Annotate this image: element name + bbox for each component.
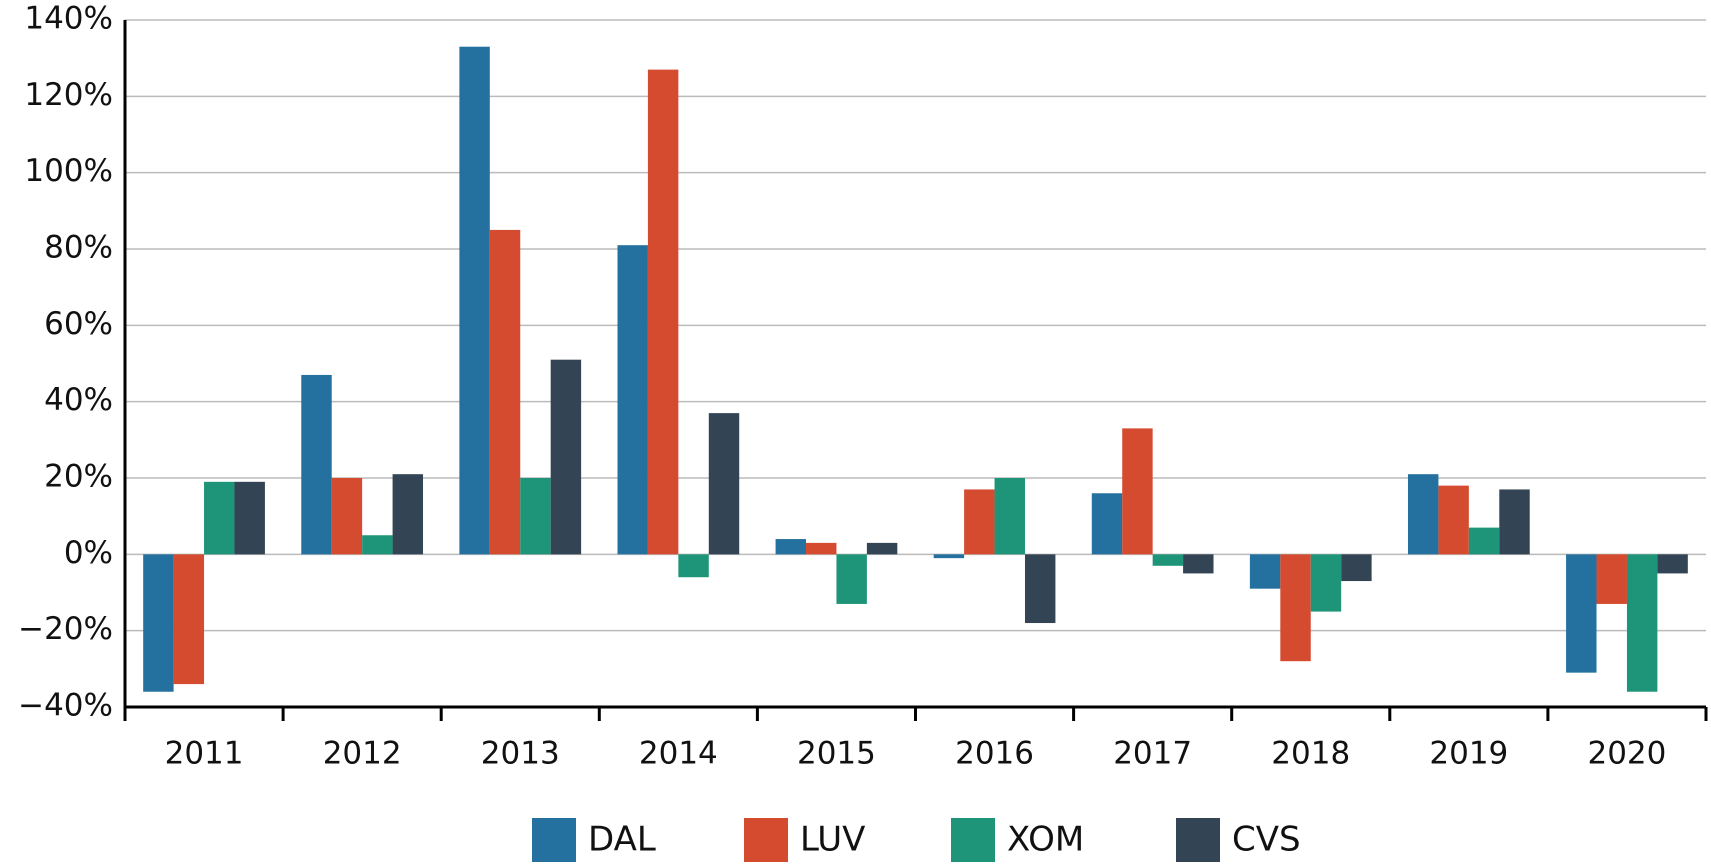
bar (234, 481, 265, 555)
y-tick-label: 140% (24, 1, 113, 37)
bar (708, 413, 740, 555)
bar (550, 359, 582, 555)
x-tick-label: 2011 (165, 736, 244, 772)
bar (331, 478, 363, 555)
bar (143, 554, 174, 692)
bar (1468, 527, 1500, 555)
bar (775, 539, 807, 555)
bar (1596, 554, 1627, 604)
bar (1341, 554, 1372, 582)
x-tick-label: 2019 (1429, 736, 1508, 772)
bar (806, 542, 837, 555)
legend-label: XOM (1007, 820, 1084, 860)
bar (933, 554, 965, 559)
y-tick-label: 0% (64, 535, 113, 571)
legend-swatch (951, 818, 995, 862)
bar (1280, 554, 1311, 662)
bar (964, 489, 995, 555)
bar (1152, 554, 1184, 566)
y-tick-label: −40% (18, 688, 113, 724)
x-tick-label: 2018 (1271, 736, 1350, 772)
bar (392, 474, 424, 555)
y-tick-label: 60% (44, 306, 113, 342)
legend-label: DAL (588, 820, 656, 860)
bar (489, 229, 521, 555)
legend-label: LUV (800, 820, 865, 860)
legend-swatch (532, 818, 576, 862)
bar (1657, 554, 1688, 574)
y-tick-label: 120% (24, 77, 113, 113)
bar (1122, 428, 1153, 555)
bar (1407, 474, 1439, 555)
bar (678, 554, 709, 578)
x-tick-label: 2017 (1113, 736, 1192, 772)
legend-swatch (1176, 818, 1220, 862)
legend-swatch (744, 818, 788, 862)
bar (1310, 554, 1342, 612)
y-tick-label: 100% (24, 153, 113, 189)
x-tick-label: 2014 (639, 736, 718, 772)
bar (647, 69, 679, 555)
x-tick-label: 2016 (955, 736, 1034, 772)
bar (362, 535, 393, 555)
legend-label: CVS (1232, 820, 1301, 860)
bar (866, 542, 898, 555)
x-tick-label: 2012 (323, 736, 402, 772)
bar (836, 554, 867, 604)
bar (1566, 554, 1597, 673)
y-tick-label: 20% (44, 459, 113, 495)
bar (1626, 554, 1658, 692)
bar (1249, 554, 1281, 589)
y-tick-label: −20% (18, 611, 113, 647)
bar (204, 481, 235, 555)
bar (1024, 554, 1056, 624)
bar (1499, 489, 1530, 555)
x-tick-label: 2015 (797, 736, 876, 772)
bar (459, 46, 490, 555)
bar (173, 554, 205, 685)
bar (1438, 485, 1469, 555)
x-tick-label: 2013 (481, 736, 560, 772)
bar (617, 245, 648, 555)
bar (1091, 493, 1123, 555)
x-tick-label: 2020 (1587, 736, 1666, 772)
bar (994, 478, 1025, 555)
bar (520, 478, 551, 555)
bar (301, 374, 332, 555)
bar (1183, 554, 1214, 574)
y-tick-label: 80% (44, 230, 113, 266)
y-tick-label: 40% (44, 382, 113, 418)
